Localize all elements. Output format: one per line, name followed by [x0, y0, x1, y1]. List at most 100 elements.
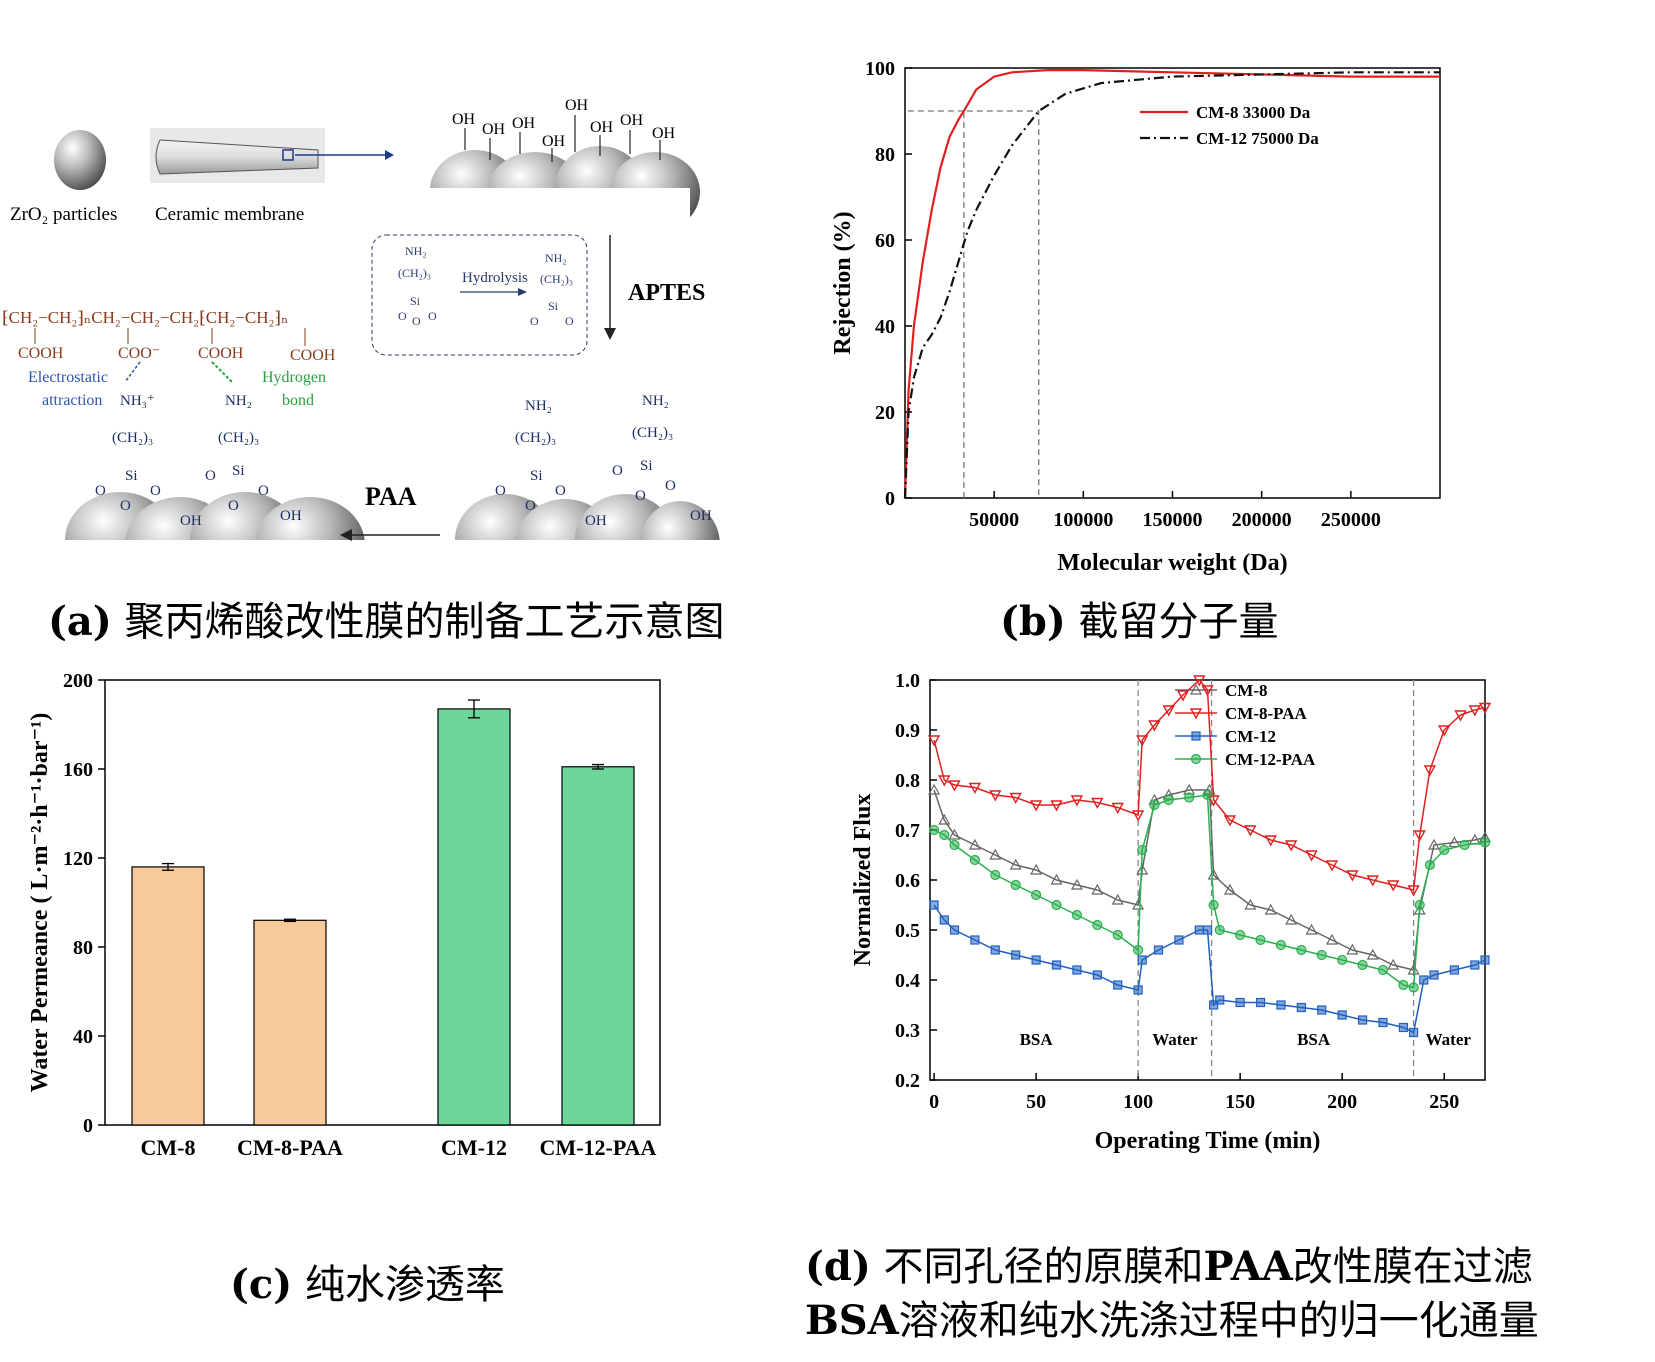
- data-point: [1346, 870, 1359, 882]
- data-point: [1378, 1017, 1388, 1028]
- svg-text:O: O: [525, 498, 536, 514]
- data-point: [970, 935, 980, 945]
- data-point: [1296, 944, 1307, 956]
- data-point: [1264, 903, 1277, 915]
- data-point: [1208, 899, 1219, 911]
- svg-text:OH: OH: [512, 115, 536, 132]
- data-point: [1148, 720, 1161, 732]
- svg-text:COOH: COOH: [18, 345, 64, 362]
- svg-text:Si: Si: [410, 294, 421, 308]
- y-tick-label: 0: [83, 1115, 93, 1137]
- svg-text:O: O: [428, 309, 437, 323]
- svg-text:NH₂: NH₂: [225, 393, 252, 409]
- data-point: [1162, 705, 1175, 717]
- chart-d-normalized-flux: 0.2 0.3 0.4 0.5 0.6 0.7 0.8 0.9 1.0 0 50 100 150 200 2…: [850, 670, 1492, 1154]
- data-point: [1163, 794, 1174, 806]
- svg-text:OH: OH: [482, 121, 506, 138]
- reference-line: [963, 110, 1040, 498]
- polymer-chain: ⁅CH₂−CH₂⁆ₙCH₂−CH₂−CH₂⁅CH₂−CH₂⁆ₙ: [2, 308, 288, 327]
- y-tick-label: 0.5: [895, 920, 920, 942]
- bar: [561, 766, 635, 1126]
- data-point: [1305, 923, 1318, 935]
- data-point: [1454, 710, 1467, 722]
- data-point: [1449, 965, 1459, 975]
- data-point: [1209, 1000, 1219, 1010]
- x-tick-label: 150000: [1143, 509, 1203, 531]
- svg-text:Si: Si: [530, 468, 543, 484]
- svg-text:NH₂: NH₂: [525, 398, 552, 414]
- svg-text:Si: Si: [232, 463, 245, 479]
- data-point: [1031, 889, 1042, 901]
- data-point: [1408, 982, 1419, 993]
- x-tick-label: 250: [1429, 1091, 1459, 1113]
- svg-text:COO⁻: COO⁻: [118, 345, 160, 362]
- svg-text:O: O: [612, 463, 623, 479]
- data-point: [1317, 1005, 1327, 1015]
- data-point: [928, 824, 940, 836]
- electrostatic-link-icon: [124, 361, 141, 383]
- data-point: [1223, 883, 1236, 895]
- svg-text:Si: Si: [548, 299, 559, 313]
- data-point: [1244, 898, 1257, 910]
- svg-text:NH₂: NH₂: [405, 244, 427, 258]
- svg-text:O: O: [228, 498, 239, 514]
- hydrogen-label: Hydrogen: [262, 369, 326, 386]
- caption-b: (b) 截留分子量: [1000, 598, 1279, 645]
- data-point: [1427, 838, 1441, 850]
- data-point: [1153, 945, 1164, 955]
- data-point: [990, 869, 1001, 881]
- svg-text:OH: OH: [542, 133, 566, 150]
- data-point: [1423, 765, 1437, 777]
- y-tick-label: 0.6: [895, 870, 920, 892]
- svg-text:OH: OH: [585, 513, 607, 529]
- attraction-label: attraction: [42, 392, 102, 409]
- data-point: [1439, 844, 1450, 856]
- data-point: [1407, 963, 1420, 975]
- data-point: [1207, 868, 1220, 880]
- paa-grafted-surface: NH₃⁺ (CH₂)₃ Si OOO NH₂ (CH₂)₃ Si OOO OH …: [60, 393, 380, 560]
- series-line: [933, 678, 1486, 891]
- y-tick-label: 160: [63, 759, 93, 781]
- data-point: [1296, 1002, 1306, 1013]
- data-point: [1010, 879, 1021, 891]
- svg-text:(CH₂)₃: (CH₂)₃: [112, 430, 153, 446]
- y-tick-label: 0.3: [895, 1020, 920, 1042]
- data-point: [1305, 850, 1318, 862]
- data-point: [1009, 858, 1022, 870]
- y-tick-label: 0.4: [895, 970, 920, 992]
- data-point: [1398, 1022, 1408, 1033]
- data-point: [1030, 863, 1043, 875]
- x-tick-label: CM-8-PAA: [237, 1135, 343, 1160]
- data-point: [1478, 702, 1492, 714]
- data-point: [1189, 708, 1203, 720]
- y-tick-label: 200: [63, 670, 93, 692]
- caption-c: (c) 纯水渗透率: [230, 1261, 505, 1308]
- x-tick-label: CM-12-PAA: [540, 1135, 657, 1160]
- ceramic-label: Ceramic membrane: [155, 204, 304, 225]
- paa-label: PAA: [365, 482, 417, 511]
- data-point: [1191, 731, 1201, 741]
- bar: [131, 866, 205, 1126]
- data-point: [1184, 792, 1195, 803]
- data-point: [1193, 675, 1206, 687]
- data-point: [1316, 949, 1327, 961]
- data-point: [1285, 913, 1298, 925]
- x-tick-label: 150: [1225, 1091, 1255, 1113]
- svg-text:O: O: [555, 483, 566, 499]
- data-point: [1051, 899, 1062, 911]
- data-point: [1149, 799, 1160, 811]
- svg-text:Si: Si: [125, 468, 138, 484]
- x-axis-label: Molecular weight (Da): [1057, 550, 1287, 576]
- data-point: [1202, 925, 1213, 935]
- data-point: [1377, 964, 1389, 976]
- data-point: [1398, 979, 1409, 991]
- data-point: [1133, 985, 1143, 995]
- legend-label: CM-12-PAA: [1225, 750, 1316, 769]
- bar: [253, 919, 327, 1126]
- data-point: [1091, 797, 1104, 809]
- data-point: [1131, 810, 1145, 822]
- data-point: [1112, 929, 1123, 941]
- y-tick-label: 1.0: [895, 670, 920, 692]
- svg-text:(CH₂)₃: (CH₂)₃: [398, 266, 431, 280]
- data-point: [989, 790, 1002, 802]
